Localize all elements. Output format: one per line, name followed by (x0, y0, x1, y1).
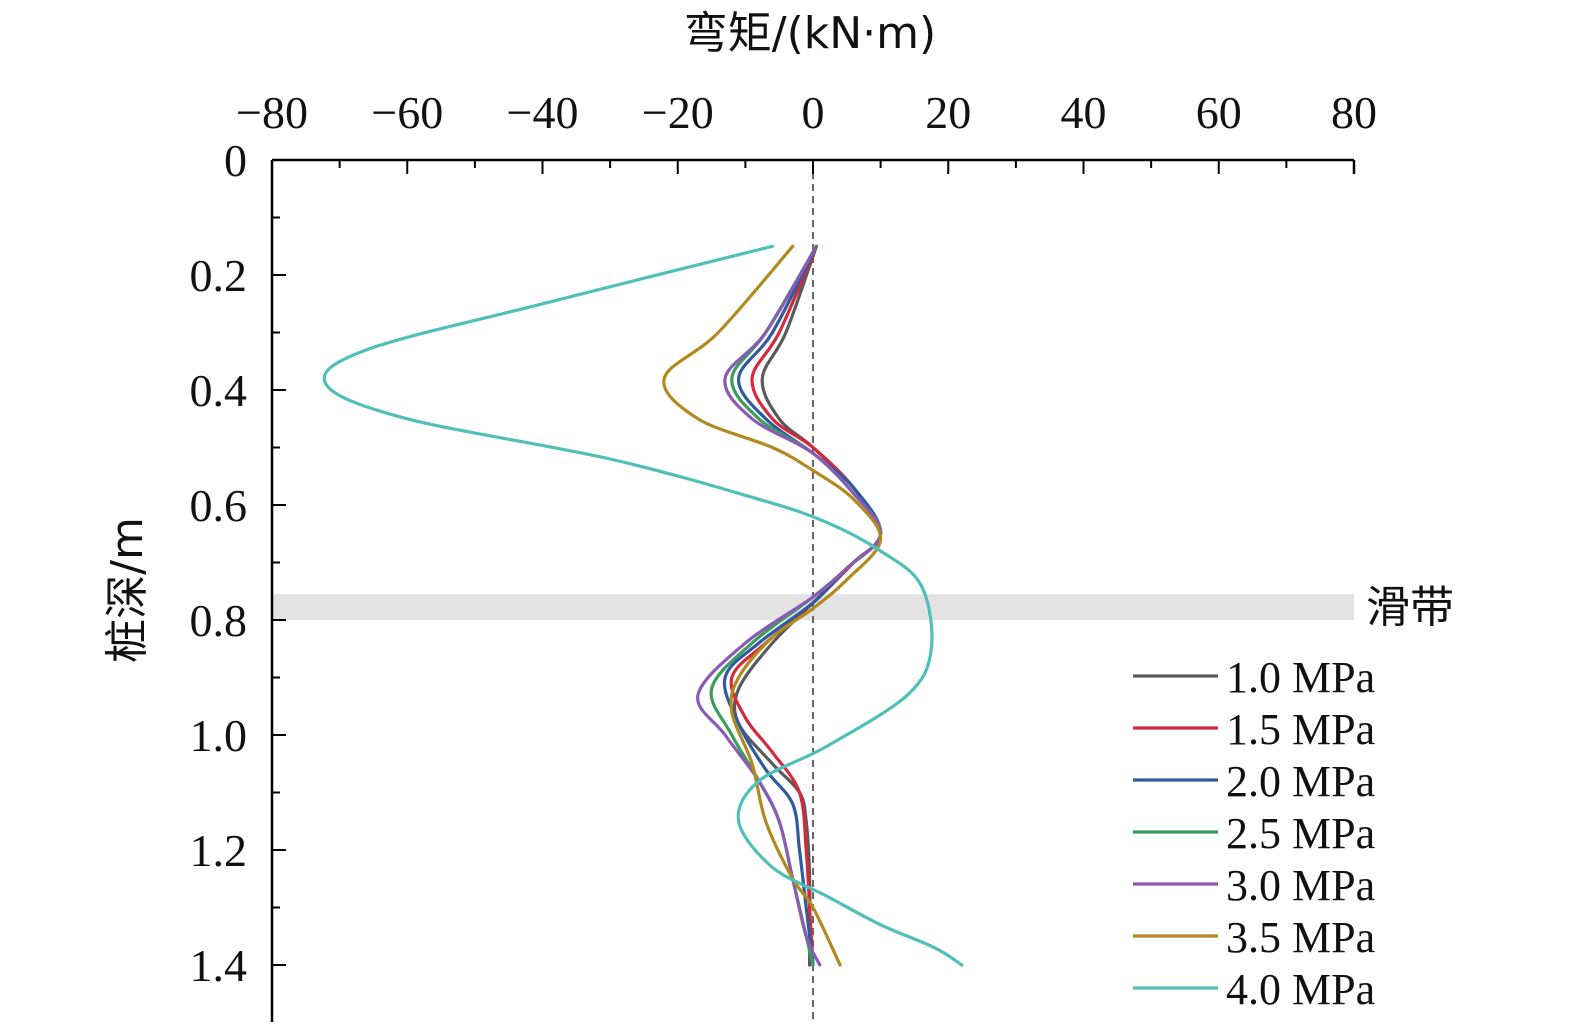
series-line-3-5-mpa (662, 244, 883, 967)
x-tick-label: 40 (1061, 87, 1107, 138)
y-tick-label: 0.6 (190, 480, 248, 531)
legend-label-2-5-mpa: 2.5 MPa (1226, 809, 1375, 858)
legend-label-2-0-mpa: 2.0 MPa (1226, 757, 1375, 806)
y-tick-label: 1.0 (190, 710, 248, 761)
legend-label-4-0-mpa: 4.0 MPa (1226, 965, 1375, 1014)
y-tick-label: 1.2 (190, 825, 248, 876)
x-tick-label: 60 (1196, 87, 1242, 138)
x-tick-label: 20 (925, 87, 971, 138)
series-line-4-0-mpa (322, 244, 964, 967)
y-axis-title: 桩深/m (102, 517, 153, 663)
x-tick-label: −80 (236, 87, 308, 138)
y-tick-label: 1.4 (190, 940, 248, 991)
axes (270, 158, 1356, 1022)
legend-label-1-0-mpa: 1.0 MPa (1226, 653, 1375, 702)
x-tick-label: −20 (642, 87, 714, 138)
series-lines (322, 244, 964, 967)
legend-label-1-5-mpa: 1.5 MPa (1226, 705, 1375, 754)
y-tick-label: 0.2 (190, 250, 248, 301)
x-tick-label: −60 (371, 87, 443, 138)
x-tick-label: 80 (1331, 87, 1377, 138)
legend-label-3-0-mpa: 3.0 MPa (1226, 861, 1375, 910)
y-tick-label: 0.4 (190, 365, 248, 416)
y-tick-label: 0 (224, 135, 247, 186)
x-axis-title: 弯矩/(kN·m) (684, 8, 936, 59)
series-line-3-0-mpa (696, 244, 883, 967)
slip-band-label: 滑带 (1366, 582, 1454, 633)
legend-label-3-5-mpa: 3.5 MPa (1226, 913, 1375, 962)
y-tick-label: 0.8 (190, 595, 248, 646)
x-tick-label: 0 (802, 87, 825, 138)
tick-labels: −80 −60 −40 −20 0 20 40 60 80 0 0.2 0.4 0.6 0.8 1.0 1.2… (190, 87, 1378, 991)
x-tick-label: −40 (507, 87, 579, 138)
series-line-2-0-mpa (722, 244, 883, 967)
